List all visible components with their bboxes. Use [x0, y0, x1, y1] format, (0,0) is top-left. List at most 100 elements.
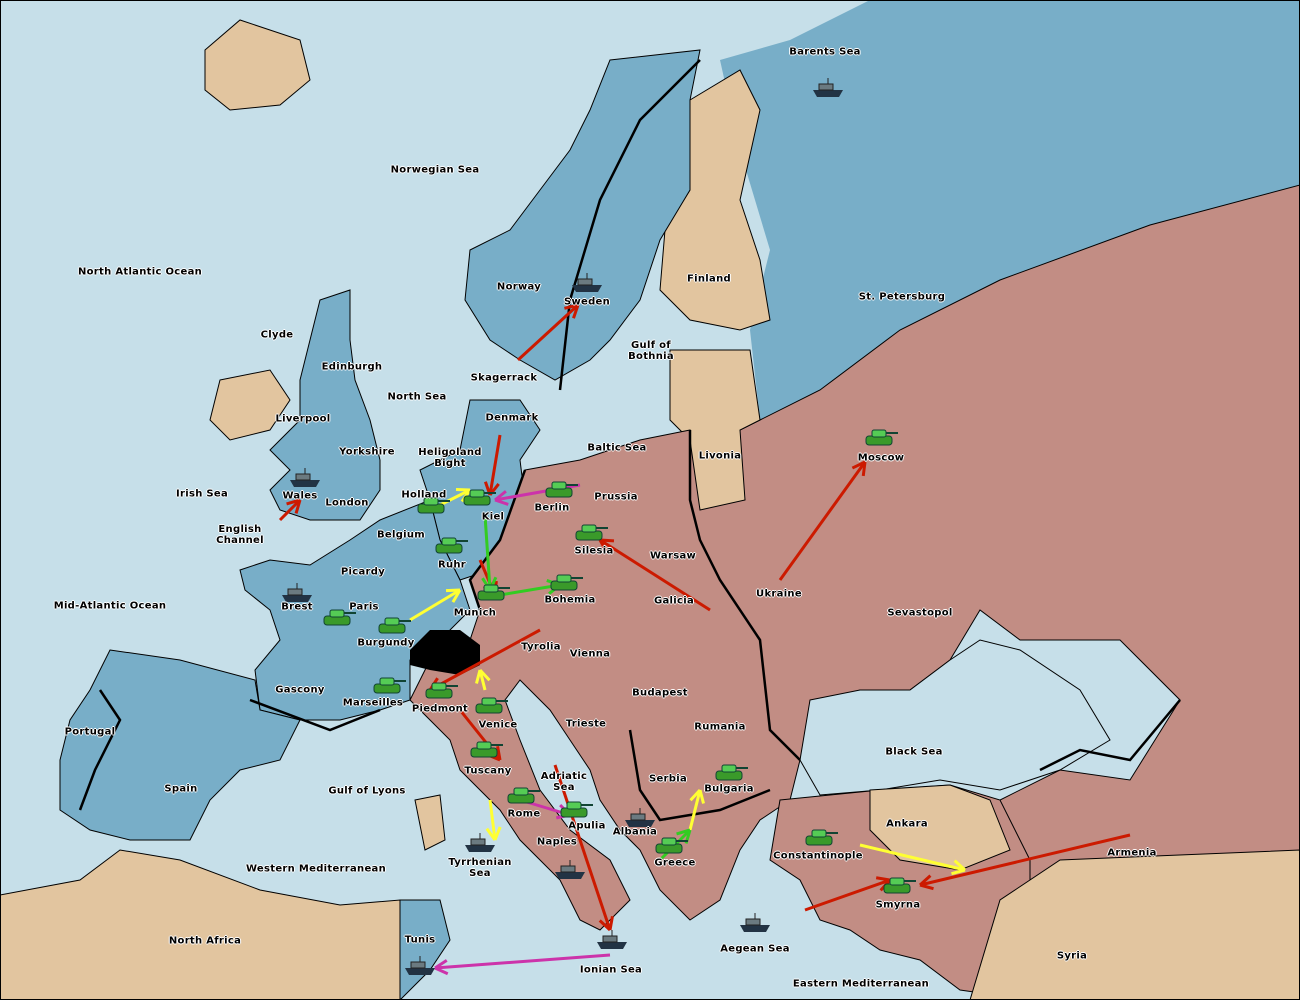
territory-label: Tyrrhenian Sea: [448, 857, 512, 879]
arrowhead: [455, 487, 471, 492]
border-line: [78, 689, 122, 811]
arrowhead: [861, 461, 867, 477]
move-order-arrow: [516, 303, 580, 362]
support-order-arrow: [478, 669, 487, 691]
army-unit[interactable]: [463, 489, 496, 506]
territory-label: Greece: [654, 857, 696, 869]
territory-label: Marseilles: [342, 697, 404, 709]
territory-label: Kiel: [481, 511, 505, 523]
territory-label: London: [325, 497, 369, 509]
arctic-region: [720, 0, 1300, 420]
sardinia-territory[interactable]: [414, 794, 446, 851]
border-line: [688, 430, 801, 761]
ireland-territory[interactable]: [209, 369, 291, 441]
territory-label: Tunis: [404, 934, 436, 946]
iberia-territory[interactable]: [59, 649, 301, 841]
territory-label: Gulf of Bothnia: [628, 340, 674, 362]
territory-label: Clyde: [260, 329, 294, 341]
army-unit[interactable]: [805, 829, 838, 846]
fleet-unit[interactable]: [465, 833, 495, 852]
fleet-unit[interactable]: [740, 913, 770, 932]
arrowhead: [572, 304, 580, 319]
support-order-arrow: [409, 588, 461, 622]
fleet-unit[interactable]: [290, 468, 320, 487]
territory-label: Wales: [282, 490, 318, 502]
arrowhead: [434, 966, 449, 976]
territory-label: Albania: [612, 826, 658, 838]
army-unit[interactable]: [883, 877, 916, 894]
syria-territory[interactable]: [969, 849, 1300, 1000]
scandinavia-territory[interactable]: [464, 49, 701, 381]
territory-label: Trieste: [565, 718, 607, 730]
army-unit[interactable]: [470, 741, 503, 758]
army-unit[interactable]: [655, 837, 688, 854]
territory-label: Yorkshire: [339, 446, 395, 458]
switzerland-impassable: [410, 630, 480, 675]
territory-label: Norway: [496, 281, 542, 293]
army-unit[interactable]: [373, 677, 406, 694]
army-unit[interactable]: [475, 697, 508, 714]
territory-label: North Atlantic Ocean: [77, 266, 203, 278]
iceland-territory[interactable]: [204, 19, 311, 111]
territory-label: Aegean Sea: [720, 943, 790, 955]
territory-label: Prussia: [594, 491, 638, 503]
move-order-arrow: [804, 878, 891, 912]
support-order-arrow: [859, 843, 966, 872]
territory-label: Skagerrack: [470, 372, 538, 384]
arrowhead: [698, 789, 705, 804]
arrowhead: [598, 539, 609, 553]
ankara-territory[interactable]: [869, 784, 1011, 871]
move-order-arrow: [778, 461, 867, 581]
britain-territory[interactable]: [269, 289, 381, 521]
army-unit[interactable]: [378, 617, 411, 634]
fleet-unit[interactable]: [625, 808, 655, 827]
move-order-arrow: [488, 434, 502, 496]
territory-label: North Sea: [387, 391, 447, 403]
black-sea[interactable]: [799, 639, 1111, 796]
territory-label: Holland: [401, 489, 447, 501]
territory-label: Munich: [453, 607, 497, 619]
tunis-territory[interactable]: [399, 899, 451, 1000]
territory-label: Ankara: [886, 818, 928, 830]
army-unit[interactable]: [417, 497, 450, 514]
army-unit[interactable]: [425, 682, 458, 699]
fleet-unit[interactable]: [555, 860, 585, 879]
livonia-territory[interactable]: [669, 349, 761, 511]
support-order-arrow: [488, 799, 497, 841]
territory-label: Barents Sea: [789, 46, 861, 58]
territory-label: St. Petersburg: [858, 291, 946, 303]
fleet-unit[interactable]: [572, 273, 602, 292]
fleet-unit[interactable]: [813, 78, 843, 97]
fleet-unit[interactable]: [282, 583, 312, 602]
fleet-unit[interactable]: [597, 930, 627, 949]
territory-label: Baltic Sea: [587, 442, 647, 454]
army-unit[interactable]: [560, 801, 593, 818]
territory-label: Moscow: [857, 452, 905, 464]
army-unit[interactable]: [545, 481, 578, 498]
army-unit[interactable]: [435, 537, 468, 554]
territory-label: Liverpool: [275, 413, 331, 425]
arrowhead: [493, 826, 502, 841]
territory-label: Venice: [478, 719, 518, 731]
army-unit[interactable]: [477, 584, 510, 601]
army-unit[interactable]: [550, 574, 583, 591]
convoy-order-arrow: [483, 514, 492, 591]
fleet-unit[interactable]: [405, 956, 435, 975]
army-unit[interactable]: [575, 524, 608, 541]
arrowhead: [434, 959, 448, 970]
territory-label: Budapest: [632, 687, 688, 699]
territory-label: Piedmont: [411, 703, 469, 715]
north-africa-territory[interactable]: [0, 849, 401, 1000]
territory-label: Irish Sea: [175, 488, 229, 500]
army-unit[interactable]: [507, 787, 540, 804]
territory-label: Apulia: [568, 820, 606, 832]
territory-label: Black Sea: [885, 746, 943, 758]
territory-label: Picardy: [340, 566, 386, 578]
border-line: [558, 59, 701, 391]
arrowhead: [951, 868, 966, 876]
army-unit[interactable]: [715, 764, 748, 781]
territory-label: Brest: [281, 601, 313, 613]
army-unit[interactable]: [865, 429, 898, 446]
army-unit[interactable]: [323, 609, 356, 626]
